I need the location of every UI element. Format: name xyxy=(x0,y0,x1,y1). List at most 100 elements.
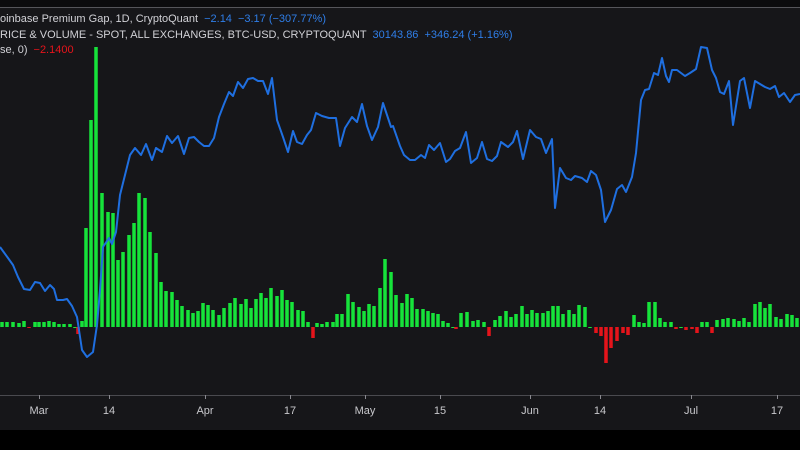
histogram-bar xyxy=(632,315,636,327)
histogram-bar xyxy=(17,323,21,327)
histogram-bar xyxy=(599,327,603,336)
histogram-bar xyxy=(325,322,329,327)
legend-indicator-name: se, 0) xyxy=(0,44,28,56)
histogram-bar xyxy=(89,120,93,327)
histogram-bar xyxy=(747,322,751,327)
histogram-bar xyxy=(487,327,491,336)
histogram-bar xyxy=(351,302,355,327)
histogram-bar xyxy=(201,303,205,327)
histogram-bar xyxy=(647,302,651,327)
histogram-bar xyxy=(446,323,450,327)
histogram-bar xyxy=(335,314,339,327)
histogram-bar xyxy=(239,304,243,327)
histogram-bar xyxy=(11,322,15,327)
x-tick-mark xyxy=(205,395,206,399)
histogram-bar xyxy=(679,327,683,328)
x-tick-label: Mar xyxy=(29,405,49,417)
histogram-bar xyxy=(763,308,767,327)
histogram-bar xyxy=(148,232,152,327)
histogram-bar xyxy=(431,313,435,327)
legend-price-volume-name: RICE & VOLUME - SPOT, ALL EXCHANGES, BTC… xyxy=(0,29,367,41)
histogram-bar xyxy=(383,259,387,327)
x-tick-label: 15 xyxy=(433,405,447,417)
histogram-bar xyxy=(405,294,409,327)
histogram-bar xyxy=(206,305,210,327)
legend-premium-gap-name: oinbase Premium Gap, 1D, CryptoQuant xyxy=(0,13,199,25)
chart-plot[interactable] xyxy=(0,0,800,395)
legend-price-change: +346.24 (+1.16%) xyxy=(424,29,513,41)
histogram-bar xyxy=(121,252,125,327)
histogram-bar xyxy=(476,320,480,327)
x-tick-mark xyxy=(365,395,366,399)
histogram-bar xyxy=(637,322,641,327)
x-tick-label: 17 xyxy=(283,405,297,417)
x-tick-label: Jul xyxy=(683,405,699,417)
histogram-bar xyxy=(228,303,232,327)
histogram-bar xyxy=(551,306,555,327)
legend-indicator[interactable]: se, 0) −2.1400 xyxy=(0,44,74,56)
histogram-bar xyxy=(269,288,273,327)
histogram-bar xyxy=(367,304,371,327)
histogram-bar xyxy=(609,327,613,348)
legend-premium-gap[interactable]: oinbase Premium Gap, 1D, CryptoQuant −2.1… xyxy=(0,13,326,25)
histogram-bar xyxy=(465,312,469,327)
histogram-bar xyxy=(47,321,51,327)
x-axis[interactable] xyxy=(0,395,800,431)
histogram-bar xyxy=(493,320,497,327)
histogram-bar xyxy=(137,193,141,327)
x-tick-label: Jun xyxy=(521,405,539,417)
histogram-bar xyxy=(186,310,190,327)
histogram-bar xyxy=(264,298,268,327)
histogram-bar xyxy=(583,307,587,327)
histogram-bar xyxy=(217,315,221,327)
histogram-bar xyxy=(290,302,294,327)
histogram-bar xyxy=(372,306,376,327)
histogram-bar xyxy=(436,314,440,327)
histogram-bar xyxy=(68,324,72,327)
histogram-bar xyxy=(306,322,310,327)
histogram-bar xyxy=(127,235,131,327)
chart-pane[interactable] xyxy=(0,8,800,395)
histogram-bar xyxy=(715,320,719,327)
histogram-bar xyxy=(164,291,168,327)
histogram-bar xyxy=(710,327,714,333)
legend-price-value: 30143.86 xyxy=(372,29,419,41)
histogram-bar xyxy=(346,294,350,327)
histogram-bar xyxy=(249,308,253,327)
histogram-bar xyxy=(22,321,26,327)
histogram-bar xyxy=(175,300,179,327)
histogram-bar xyxy=(116,260,120,327)
histogram-bar xyxy=(80,321,84,327)
histogram-bar xyxy=(378,288,382,327)
histogram-bar xyxy=(572,314,576,327)
legend-price-volume[interactable]: RICE & VOLUME - SPOT, ALL EXCHANGES, BTC… xyxy=(0,29,513,41)
histogram-bar xyxy=(132,223,136,327)
histogram-bar xyxy=(180,306,184,327)
x-tick-mark xyxy=(290,395,291,399)
histogram-bar xyxy=(779,319,783,327)
histogram-bar xyxy=(357,307,361,327)
histogram-bar xyxy=(459,313,463,327)
histogram-bar xyxy=(62,324,66,327)
histogram-bar xyxy=(535,313,539,327)
histogram-bar xyxy=(577,305,581,327)
histogram-bar xyxy=(556,306,560,327)
histogram-bar xyxy=(170,292,174,327)
x-tick-mark xyxy=(777,395,778,399)
histogram-bar xyxy=(509,317,513,327)
histogram-bar xyxy=(244,299,248,327)
bottom-bar xyxy=(0,430,800,450)
histogram-bar xyxy=(315,323,319,327)
legend-premium-gap-value: −2.14 xyxy=(204,13,232,25)
histogram-bar xyxy=(695,327,699,333)
histogram-bar xyxy=(389,272,393,327)
histogram-bar xyxy=(233,298,237,327)
histogram-bar xyxy=(27,327,31,328)
histogram-bar xyxy=(211,310,215,327)
x-tick-mark xyxy=(109,395,110,399)
histogram-bar xyxy=(721,319,725,327)
histogram-bar xyxy=(94,47,98,327)
histogram-bar xyxy=(73,327,77,328)
x-tick-mark xyxy=(600,395,601,399)
histogram-bar xyxy=(700,322,704,327)
